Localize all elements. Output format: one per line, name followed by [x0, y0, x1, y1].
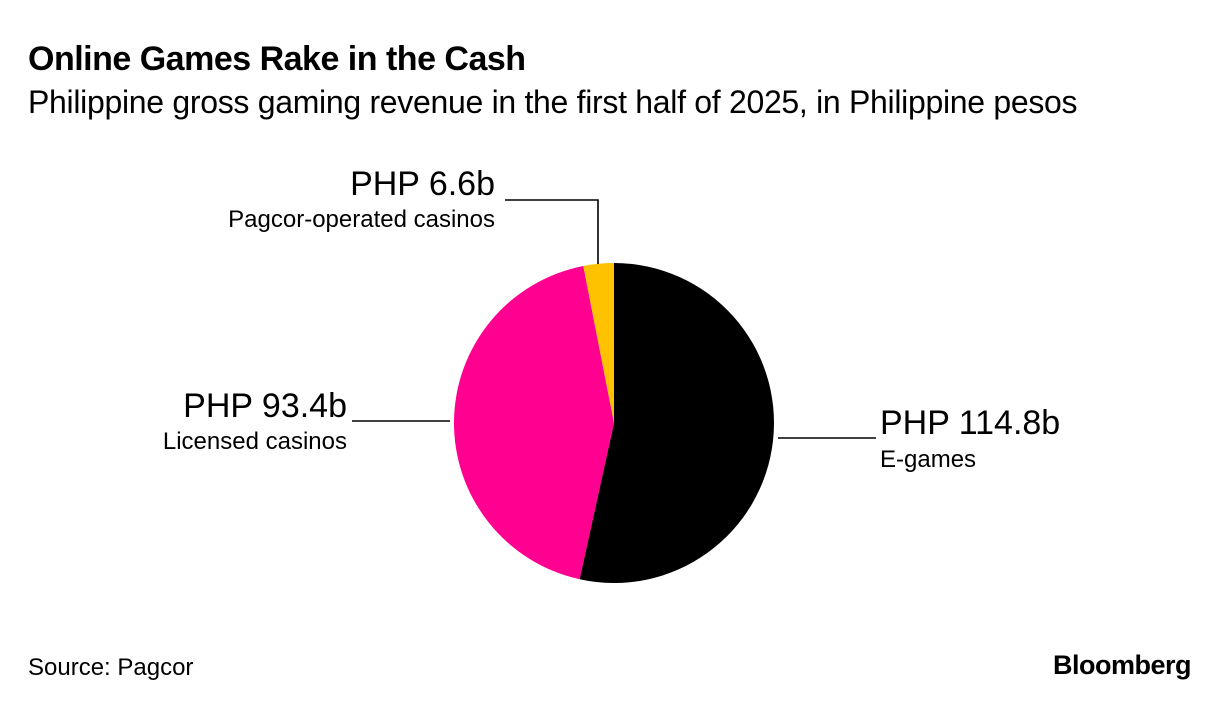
value-label-e-games: PHP 114.8b — [880, 404, 1060, 442]
source-note: Source: Pagcor — [28, 654, 194, 681]
bloomberg-logo: Bloomberg — [1052, 650, 1192, 680]
chart-subtitle: Philippine gross gaming revenue in the f… — [28, 84, 1078, 120]
value-label-pagcor-operated-casinos: PHP 6.6b — [350, 165, 495, 203]
chart-title: Online Games Rake in the Cash — [28, 40, 526, 78]
name-label-pagcor-operated-casinos: Pagcor-operated casinos — [228, 206, 495, 233]
slice-licensed-casinos — [453, 265, 614, 580]
slice-pagcor-operated-casinos — [583, 262, 614, 423]
slice-e-games — [579, 263, 774, 583]
leader-line-pagcor-operated-casinos — [505, 199, 599, 264]
value-label-licensed-casinos: PHP 93.4b — [183, 387, 347, 425]
pie-slices — [453, 262, 774, 583]
name-label-e-games: E-games — [880, 446, 976, 473]
name-label-licensed-casinos: Licensed casinos — [163, 428, 347, 455]
leader-lines — [352, 199, 876, 439]
